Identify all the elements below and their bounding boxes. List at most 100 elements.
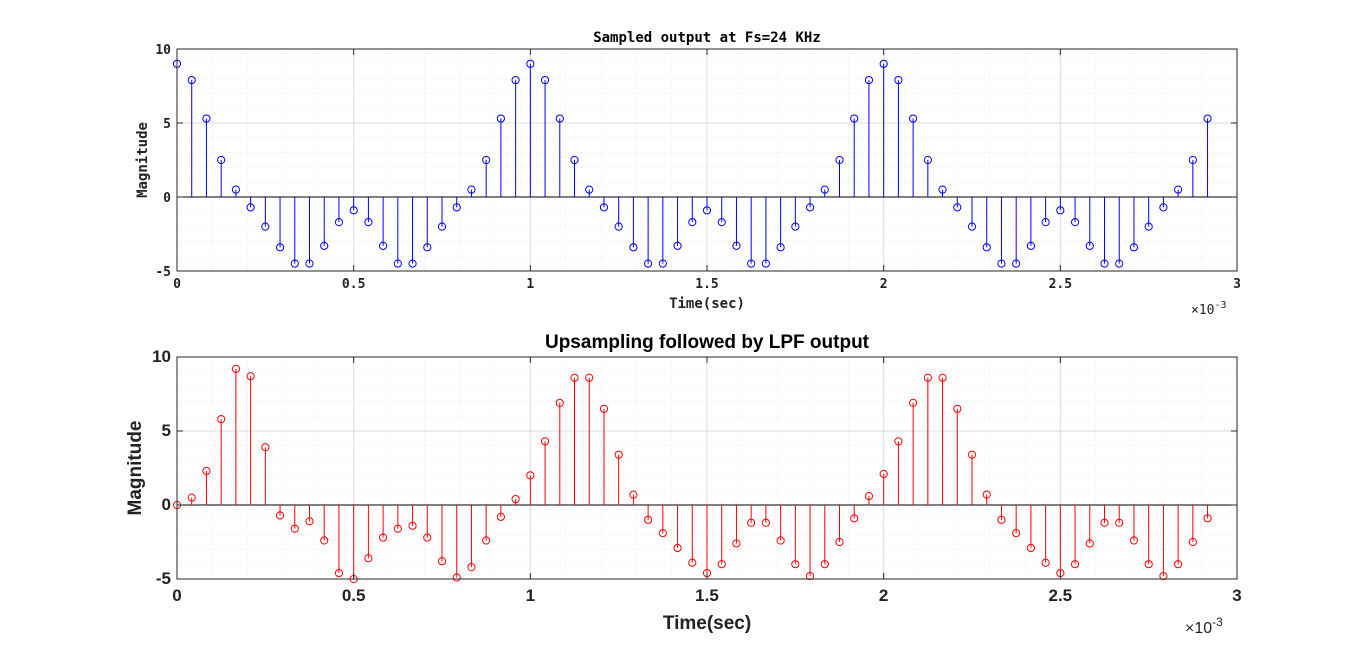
stem-marker — [334, 218, 344, 227]
stem-marker — [511, 75, 520, 85]
top-chart-title: Sampled output at Fs=24 KHz — [593, 30, 821, 46]
x-tick-label: 2.5 — [1049, 277, 1072, 292]
stem-marker — [658, 259, 667, 268]
stem-marker — [217, 415, 226, 424]
y-tick-label: 5 — [163, 117, 171, 132]
top-y-axis-label: Magnitude — [135, 122, 151, 198]
stem-marker — [1085, 539, 1094, 548]
stem-marker — [540, 437, 550, 446]
stem-marker — [555, 398, 564, 407]
stem-marker — [467, 185, 476, 194]
bottom-x-exponent: ×10-3 — [1185, 615, 1223, 637]
stem-marker — [379, 241, 388, 250]
stem-marker — [879, 59, 888, 68]
stem-marker — [231, 185, 240, 194]
stem-marker — [275, 511, 285, 520]
stem-marker — [702, 206, 712, 215]
stem-marker — [1188, 537, 1197, 547]
stem-marker — [1203, 514, 1212, 523]
y-tick-label: 10 — [155, 43, 171, 58]
x-tick-label: 0.5 — [342, 277, 365, 292]
stem-marker — [1174, 185, 1183, 194]
stem-marker — [1100, 259, 1109, 268]
y-tick-label: 0 — [162, 495, 171, 514]
stem-marker — [599, 203, 609, 212]
stem-marker — [644, 515, 653, 524]
stem-marker — [1115, 259, 1124, 268]
stem-marker — [1100, 518, 1109, 527]
stem-marker — [982, 490, 991, 499]
stem-marker — [644, 259, 653, 268]
stem-marker — [482, 536, 491, 545]
bottom-y-axis-label: Magnitude — [125, 421, 146, 516]
stem-marker — [1026, 543, 1035, 553]
stem-marker — [305, 517, 314, 526]
stem-marker — [629, 243, 638, 252]
x-tick-label: 1.5 — [695, 586, 719, 605]
stem-marker — [1056, 206, 1065, 215]
x-tick-label: 3 — [1232, 586, 1241, 605]
stem-marker — [540, 75, 550, 85]
stem-marker — [747, 259, 756, 268]
stem-marker — [923, 155, 932, 165]
top-x-exponent: ×10-3 — [1191, 300, 1227, 318]
stem-marker — [1159, 571, 1168, 581]
stem-marker — [452, 203, 461, 212]
stem-marker — [923, 373, 932, 382]
x-tick-label: 1.5 — [695, 277, 718, 292]
stem-marker — [496, 512, 505, 521]
bottom-stem-series — [172, 364, 1212, 584]
bottom-subplot: Upsampling followed by LPF output Time(s… — [125, 332, 1242, 637]
stem-marker — [393, 524, 402, 533]
stem-marker — [511, 494, 520, 504]
stem-marker — [482, 155, 491, 165]
stem-marker — [349, 206, 358, 215]
x-tick-label: 2 — [880, 277, 888, 292]
stem-marker — [732, 539, 741, 548]
stem-marker — [570, 373, 579, 382]
stem-marker — [1085, 241, 1094, 250]
stem-marker — [614, 450, 623, 459]
y-tick-label: 0 — [163, 191, 171, 206]
stem-marker — [423, 243, 432, 252]
stem-marker — [452, 573, 461, 582]
x-tick-label: 0 — [172, 586, 181, 605]
stem-marker — [1144, 222, 1153, 231]
stem-marker — [850, 114, 859, 123]
stem-marker — [585, 185, 594, 194]
stem-marker — [805, 203, 815, 212]
stem-marker — [894, 437, 903, 446]
x-tick-label: 1 — [526, 277, 534, 292]
stem-marker — [1026, 241, 1035, 250]
stem-marker — [555, 114, 564, 123]
stem-marker — [408, 521, 417, 530]
stem-marker — [246, 372, 255, 381]
stem-marker — [599, 404, 609, 413]
x-tick-label: 1 — [526, 586, 535, 605]
stem-marker — [997, 515, 1006, 524]
x-tick-label: 0 — [173, 277, 181, 292]
stem-marker — [717, 218, 726, 227]
stem-marker — [496, 114, 505, 123]
stem-marker — [747, 518, 756, 527]
stem-marker — [717, 560, 726, 569]
stem-marker — [1159, 203, 1168, 212]
stem-marker — [202, 114, 211, 123]
stem-marker — [938, 185, 947, 194]
stem-marker — [673, 543, 682, 553]
stem-marker — [688, 218, 697, 227]
top-subplot: Sampled output at Fs=24 KHz Time(sec) Ma… — [135, 30, 1241, 318]
stem-marker — [879, 469, 888, 479]
stem-marker — [1070, 560, 1080, 569]
stem-marker — [1012, 529, 1021, 538]
stem-marker — [1203, 114, 1212, 123]
stem-marker — [835, 537, 844, 547]
stem-marker — [334, 568, 344, 578]
stem-marker — [864, 492, 874, 501]
stem-marker — [1070, 218, 1080, 227]
stem-marker — [761, 518, 770, 527]
stem-marker — [320, 241, 329, 250]
stem-marker — [320, 536, 329, 545]
